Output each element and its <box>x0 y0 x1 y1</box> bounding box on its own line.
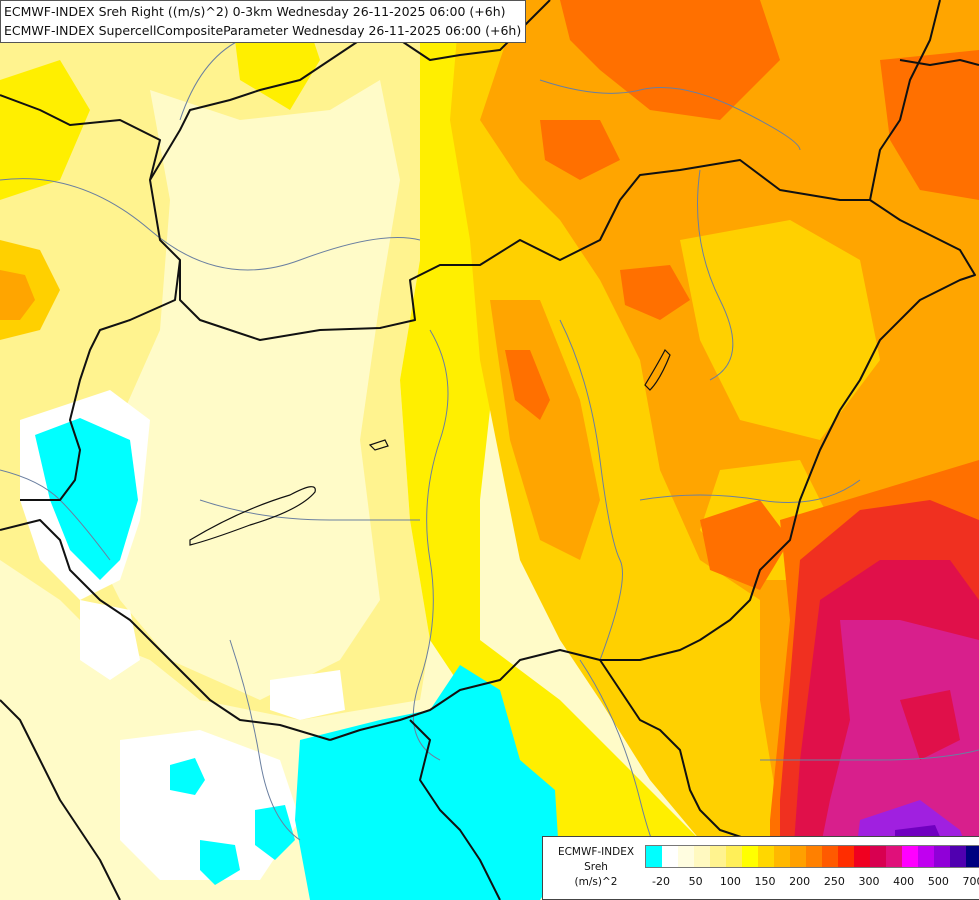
color-legend: ECMWF-INDEX Sreh (m/s)^2 -20 50 100 150 200 2… <box>542 836 979 900</box>
field-white-southwest <box>80 600 140 680</box>
field-white-south <box>270 670 345 720</box>
legend-tick-label: 700 <box>962 875 979 888</box>
legend-tick-label: 250 <box>823 875 845 888</box>
map-title-line-2: ECMWF-INDEX SupercellCompositeParameter … <box>4 23 522 38</box>
legend-tick-label: 300 <box>858 875 880 888</box>
field-darkorange-center <box>620 265 690 320</box>
legend-swatch <box>694 846 710 867</box>
legend-swatch <box>726 846 742 867</box>
legend-color-bar <box>645 845 979 868</box>
legend-swatch <box>678 846 694 867</box>
legend-tick-label: 150 <box>754 875 776 888</box>
legend-swatch <box>838 846 854 867</box>
legend-swatch <box>902 846 918 867</box>
legend-title-line-3: (m/s)^2 <box>574 876 618 888</box>
field-pale-core <box>80 80 400 700</box>
field-cyan-patch-1 <box>170 758 205 795</box>
legend-tick-labels: -20 50 100 150 200 250 300 400 500 700 <box>645 875 979 891</box>
legend-swatch <box>822 846 838 867</box>
map-title-line-1: ECMWF-INDEX Sreh Right ((m/s)^2) 0-3km W… <box>4 4 506 19</box>
legend-tick-label: 400 <box>893 875 915 888</box>
legend-swatch <box>966 846 979 867</box>
legend-swatch <box>934 846 950 867</box>
field-cyan-patch-3 <box>200 840 240 885</box>
field-darkorange-east <box>700 500 790 590</box>
legend-title-line-1: ECMWF-INDEX <box>557 846 635 858</box>
field-cyan-patch-2 <box>255 805 295 860</box>
field-gold-patch-1 <box>680 220 880 440</box>
field-orange-west <box>0 270 35 320</box>
map-title-box: ECMWF-INDEX Sreh Right ((m/s)^2) 0-3km W… <box>0 0 527 43</box>
legend-title: ECMWF-INDEX Sreh (m/s)^2 <box>549 845 643 890</box>
legend-swatch <box>870 846 886 867</box>
legend-title-line-2: Sreh <box>584 861 608 873</box>
legend-swatch <box>758 846 774 867</box>
legend-swatch <box>854 846 870 867</box>
field-cyan-west <box>35 418 138 580</box>
legend-tick-label: 50 <box>688 875 703 888</box>
field-cyan-south <box>295 665 560 900</box>
field-darkorange-north-2 <box>540 120 620 180</box>
legend-swatch <box>790 846 806 867</box>
legend-swatch <box>742 846 758 867</box>
rivers <box>0 19 979 881</box>
lake-shape-3 <box>368 439 389 451</box>
field-crimson-inner <box>900 690 960 760</box>
legend-swatch <box>918 846 934 867</box>
legend-swatch <box>950 846 966 867</box>
legend-swatch <box>710 846 726 867</box>
legend-tick-label: 200 <box>789 875 811 888</box>
legend-tick-label: 100 <box>719 875 741 888</box>
lake-shape-2 <box>644 348 671 391</box>
field-darkorange-streak <box>505 350 550 420</box>
field-yellow-west <box>0 60 90 200</box>
legend-tick-label: 500 <box>927 875 949 888</box>
legend-swatch <box>646 846 662 867</box>
legend-swatch <box>774 846 790 867</box>
legend-tick-label: -20 <box>652 875 670 888</box>
field-darkorange-north <box>560 0 780 120</box>
field-darkorange-northeast <box>880 50 979 200</box>
legend-swatch <box>886 846 902 867</box>
legend-swatch <box>806 846 822 867</box>
legend-swatch <box>662 846 678 867</box>
lake-shape <box>189 486 316 546</box>
